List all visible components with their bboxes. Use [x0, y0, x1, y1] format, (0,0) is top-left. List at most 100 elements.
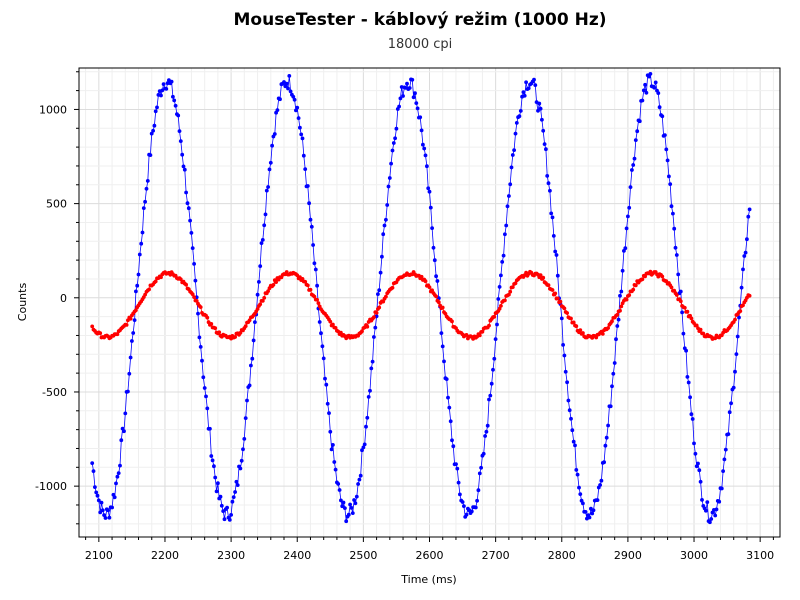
- data-point: [99, 500, 104, 505]
- data-point: [581, 501, 585, 506]
- data-point: [177, 129, 182, 134]
- data-point: [193, 278, 198, 283]
- data-point: [480, 329, 485, 334]
- data-point: [434, 274, 438, 279]
- data-point: [100, 508, 105, 513]
- data-point: [332, 460, 337, 464]
- data-point: [689, 412, 694, 417]
- data-point: [377, 305, 382, 310]
- data-point: [360, 329, 364, 334]
- data-point: [660, 274, 665, 279]
- data-point: [149, 131, 154, 136]
- data-point: [192, 295, 197, 299]
- data-point: [558, 299, 563, 304]
- data-point: [115, 474, 120, 479]
- data-point: [674, 253, 679, 257]
- data-point: [571, 439, 576, 444]
- data-point: [198, 345, 203, 349]
- data-point: [145, 179, 150, 183]
- data-point: [372, 335, 376, 339]
- data-point: [507, 292, 511, 297]
- data-point: [171, 94, 175, 99]
- data-point: [451, 444, 456, 449]
- data-point: [746, 214, 751, 219]
- data-point: [357, 477, 362, 482]
- data-point: [481, 451, 486, 456]
- data-point: [690, 417, 695, 421]
- data-point: [327, 411, 331, 415]
- data-point: [148, 153, 153, 158]
- data-point: [176, 113, 181, 118]
- data-point: [365, 415, 370, 420]
- data-point: [693, 451, 698, 456]
- data-point: [227, 518, 232, 522]
- data-point: [553, 249, 558, 254]
- data-point: [137, 252, 142, 257]
- data-point: [298, 125, 302, 130]
- data-point: [95, 493, 100, 498]
- data-point: [627, 205, 632, 210]
- data-point: [610, 384, 614, 389]
- data-point: [581, 331, 585, 335]
- data-point: [734, 352, 739, 356]
- data-point: [124, 323, 129, 327]
- data-point: [485, 423, 490, 428]
- data-point: [615, 324, 620, 328]
- data-point: [618, 293, 622, 298]
- data-point: [492, 314, 497, 319]
- data-point: [455, 466, 460, 471]
- data-point: [354, 494, 359, 499]
- data-point: [315, 297, 319, 302]
- data-point: [258, 302, 263, 307]
- data-point: [419, 128, 424, 133]
- data-point: [574, 324, 579, 329]
- x-tick-label: 2300: [217, 549, 245, 562]
- series-line: [91, 72, 750, 523]
- data-point: [185, 201, 190, 206]
- data-point: [255, 307, 260, 311]
- data-point: [477, 333, 482, 338]
- data-point: [503, 232, 507, 237]
- data-point: [391, 141, 396, 145]
- data-point: [694, 323, 699, 328]
- data-point: [739, 285, 744, 290]
- data-point: [738, 309, 743, 313]
- data-point: [507, 194, 511, 198]
- data-point: [583, 510, 588, 514]
- data-point: [546, 181, 551, 186]
- data-point: [308, 217, 313, 222]
- data-point: [155, 105, 159, 110]
- data-point: [731, 385, 736, 390]
- y-tick-label: 0: [60, 292, 67, 305]
- data-point: [329, 447, 334, 452]
- data-point: [189, 231, 194, 235]
- data-point: [532, 77, 536, 82]
- data-point: [484, 429, 489, 434]
- data-point: [411, 95, 416, 100]
- data-point: [136, 272, 141, 277]
- data-point: [231, 495, 236, 499]
- data-point: [384, 217, 388, 222]
- data-point: [460, 500, 465, 504]
- x-tick-label: 2100: [85, 549, 113, 562]
- data-point: [135, 283, 140, 288]
- data-point: [192, 262, 197, 266]
- data-point: [386, 184, 391, 189]
- data-point: [380, 254, 384, 259]
- data-point: [356, 482, 360, 486]
- data-point: [418, 115, 423, 120]
- data-point: [172, 98, 177, 103]
- data-point: [538, 273, 543, 278]
- data-point: [747, 293, 752, 298]
- data-point: [510, 153, 515, 157]
- data-point: [620, 268, 625, 273]
- data-point: [309, 224, 314, 229]
- data-point: [169, 79, 174, 84]
- data-point: [151, 128, 156, 133]
- data-point: [182, 167, 187, 172]
- data-point: [462, 504, 466, 508]
- data-point: [339, 330, 343, 335]
- data-point: [501, 253, 506, 258]
- data-point: [348, 502, 352, 507]
- data-point: [407, 86, 412, 90]
